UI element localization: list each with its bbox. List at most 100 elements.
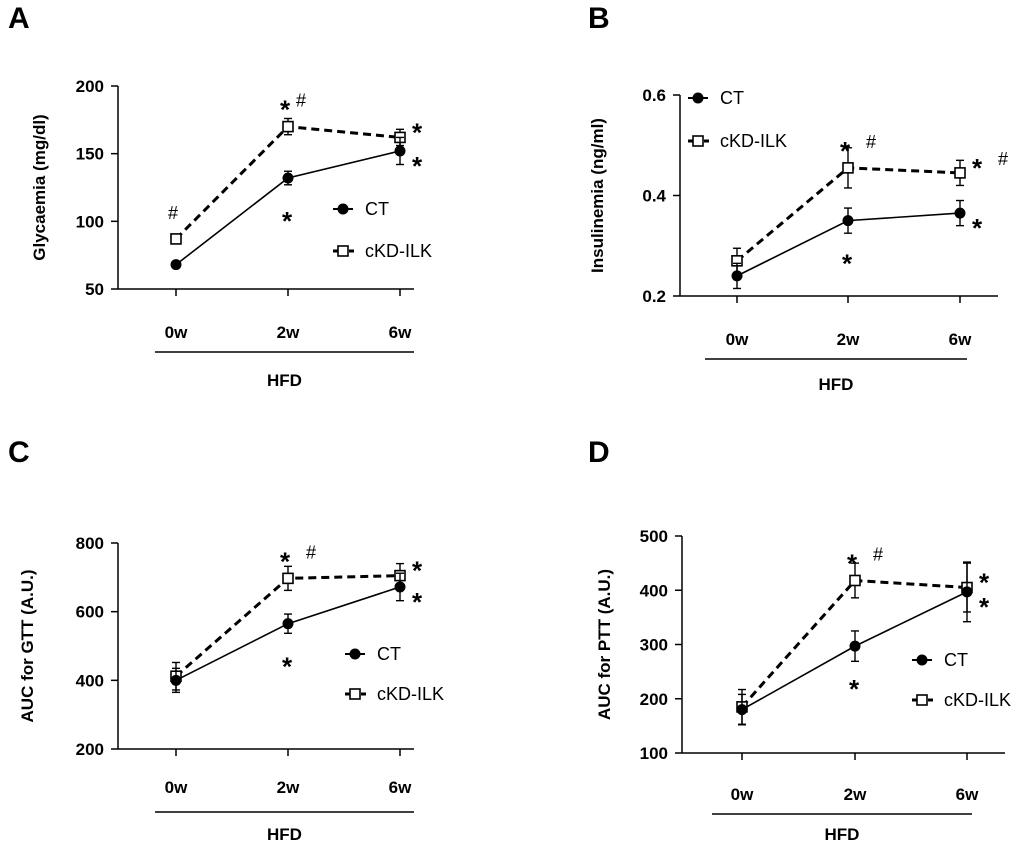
data-point-ct — [842, 215, 854, 227]
y-axis-label: Insulinemia (ng/ml) — [588, 118, 607, 273]
legend-label-ckd-ilk: cKD-ILK — [944, 690, 1011, 710]
y-tick-label: 200 — [76, 740, 104, 759]
legend-marker-ckd-ilk — [337, 245, 349, 257]
y-tick-label: 100 — [76, 212, 104, 231]
y-tick-label: 500 — [640, 527, 668, 546]
legend-marker-ckd-ilk — [692, 135, 704, 147]
y-tick-label: 0.2 — [642, 287, 666, 306]
x-tick-label: 2w — [844, 785, 867, 804]
significance-annotation: * — [979, 568, 990, 598]
legend-label-ct: CT — [720, 88, 744, 108]
legend-label-ckd-ilk: cKD-ILK — [365, 241, 432, 261]
data-point-ct — [849, 640, 861, 652]
data-point-ckd-ilk — [849, 574, 861, 587]
legend-marker-ckd-ilk — [916, 694, 928, 706]
y-tick-label: 300 — [640, 636, 668, 655]
legend: CT cKD-ILK — [333, 199, 432, 261]
legend-marker-ct — [916, 654, 928, 666]
x-tick-label: 6w — [956, 785, 979, 804]
y-tick-label: 150 — [76, 145, 104, 164]
legend: CT cKD-ILK — [912, 650, 1011, 710]
significance-annotation: * # — [972, 149, 1008, 183]
significance-star: * — [840, 136, 851, 166]
panel-letter: A — [8, 2, 30, 35]
significance-annotation: * — [282, 206, 293, 236]
significance-star: * — [979, 592, 990, 622]
data-point-ct — [394, 581, 406, 593]
x-tick-label: 0w — [165, 323, 188, 342]
y-axis-label: AUC for GTT (A.U.) — [18, 570, 37, 723]
panel-letter: D — [588, 436, 610, 469]
x-tick-label: 0w — [731, 785, 754, 804]
data-point-ct — [170, 259, 182, 271]
x-tick-label: 2w — [837, 330, 860, 349]
y-tick-label: 100 — [640, 744, 668, 763]
significance-star: * — [979, 568, 990, 598]
significance-annotation: * — [972, 213, 983, 243]
x-tick-label: 6w — [389, 778, 412, 797]
x-tick-label: 0w — [726, 330, 749, 349]
significance-annotation: * — [282, 652, 293, 682]
significance-star: * — [282, 206, 293, 236]
legend-label-ckd-ilk: cKD-ILK — [377, 684, 444, 704]
significance-star: * — [842, 249, 853, 279]
legend: CT cKD-ILK — [688, 88, 787, 151]
y-tick-label: 400 — [76, 671, 104, 690]
significance-annotation: # — [168, 203, 178, 223]
x-tick-label: 6w — [389, 323, 412, 342]
significance-annotation: * — [412, 556, 423, 586]
y-tick-label: 200 — [76, 77, 104, 96]
data-point-ckd-ilk — [282, 120, 294, 133]
legend: CT cKD-ILK — [345, 644, 444, 704]
x-tick-label: 2w — [277, 778, 300, 797]
significance-annotation: * — [412, 587, 423, 617]
significance-annotation: * — [412, 117, 423, 147]
data-point-ct — [282, 172, 294, 184]
data-point-ct — [736, 704, 748, 716]
data-point-ct — [961, 586, 973, 598]
y-tick-label: 0.6 — [642, 86, 666, 105]
significance-star: * — [972, 153, 983, 183]
significance-hash: # — [168, 203, 178, 223]
significance-annotation: * — [849, 674, 860, 704]
data-point-ckd-ilk — [954, 167, 966, 179]
legend-marker-ct — [692, 92, 704, 104]
legend-label-ckd-ilk: cKD-ILK — [720, 131, 787, 151]
legend-label-ct: CT — [944, 650, 968, 670]
legend-marker-ct — [337, 203, 349, 215]
panel-c: C 200 400 600 800 0w 2w 6w HFD AUC for GTT (A.U.)… — [8, 436, 444, 843]
significance-hash: # — [873, 544, 883, 564]
significance-hash: # — [296, 91, 306, 111]
legend-marker-ct — [349, 648, 361, 660]
significance-star: * — [847, 548, 858, 578]
legend-label-ct: CT — [365, 199, 389, 219]
data-point-ckd-ilk — [170, 233, 182, 245]
data-point-ct — [954, 207, 966, 219]
significance-annotation: * — [412, 151, 423, 181]
y-tick-label: 0.4 — [642, 187, 666, 206]
data-point-ct — [394, 145, 406, 157]
panel-letter: B — [588, 2, 610, 35]
significance-annotation: * # — [280, 91, 306, 125]
y-tick-label: 200 — [640, 690, 668, 709]
legend-label-ct: CT — [377, 644, 401, 664]
data-point-ct — [282, 618, 294, 630]
y-tick-label: 50 — [85, 280, 104, 299]
data-point-ckd-ilk — [842, 162, 854, 174]
y-tick-label: 400 — [640, 581, 668, 600]
data-point-ct — [731, 270, 743, 282]
significance-star: * — [282, 652, 293, 682]
x-tick-label: 2w — [277, 323, 300, 342]
significance-annotation: * — [842, 249, 853, 279]
significance-annotation: * — [979, 592, 990, 622]
significance-hash: # — [998, 149, 1008, 169]
x-axis-label: HFD — [267, 371, 302, 390]
x-tick-label: 6w — [949, 330, 972, 349]
y-tick-label: 600 — [76, 603, 104, 622]
y-axis-label: AUC for PTT (A.U.) — [595, 569, 614, 720]
significance-star: * — [412, 151, 423, 181]
significance-star: * — [280, 95, 291, 125]
